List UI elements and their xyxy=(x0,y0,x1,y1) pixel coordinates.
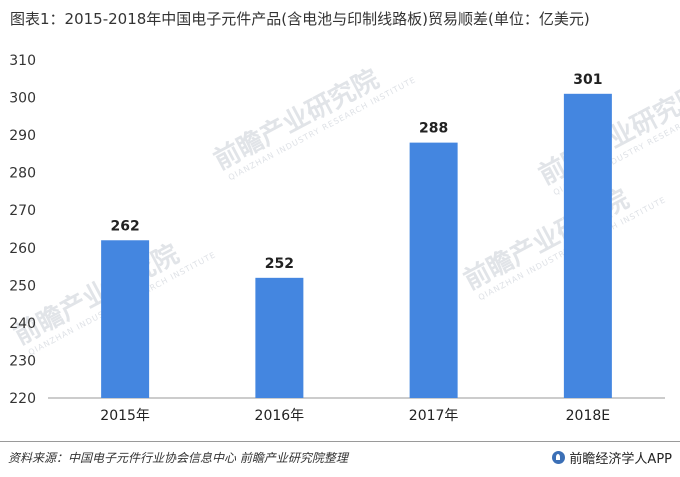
bar xyxy=(409,142,458,398)
brand-name: 前瞻经济学人APP xyxy=(569,452,672,467)
data-label: 262 xyxy=(111,218,140,234)
y-tick-label: 240 xyxy=(9,316,36,332)
footer-divider xyxy=(0,441,680,442)
svg-text:前瞻产业研究院: 前瞻产业研究院 xyxy=(209,63,384,176)
y-tick-label: 250 xyxy=(9,278,36,294)
x-tick-label: 2017年 xyxy=(409,408,459,424)
data-label: 301 xyxy=(573,72,602,88)
bar xyxy=(255,277,304,398)
data-label: 288 xyxy=(419,121,448,137)
y-tick-label: 290 xyxy=(9,128,36,144)
source-note: 资料来源：中国电子元件行业协会信息中心 前瞻产业研究院整理 xyxy=(8,451,348,465)
y-tick-label: 280 xyxy=(9,166,36,182)
brand-logo-icon xyxy=(552,451,566,464)
y-tick-label: 230 xyxy=(9,353,36,369)
y-axis-ticks: 220 230 240 250 260 270 280 290 300 310 xyxy=(9,53,36,407)
brand-credit: 前瞻经济学人APP xyxy=(552,448,672,467)
bar-series xyxy=(101,93,612,399)
x-tick-label: 2015年 xyxy=(100,408,150,424)
x-tick-label: 2016年 xyxy=(255,408,305,424)
data-labels: 262 252 288 301 xyxy=(111,72,603,272)
x-tick-label: 2018E xyxy=(566,408,610,424)
y-tick-label: 300 xyxy=(9,91,36,107)
bar xyxy=(563,93,612,399)
bar xyxy=(101,240,150,398)
y-tick-label: 220 xyxy=(9,391,36,407)
chart-title: 图表1：2015-2018年中国电子元件产品(含电池与印制线路板)贸易顺差(单位… xyxy=(10,10,590,28)
y-tick-label: 310 xyxy=(9,53,36,69)
x-axis-ticks: 2015年 2016年 2017年 2018E xyxy=(100,408,610,424)
y-tick-label: 270 xyxy=(9,203,36,219)
data-label: 252 xyxy=(265,256,294,272)
y-tick-label: 260 xyxy=(9,241,36,257)
